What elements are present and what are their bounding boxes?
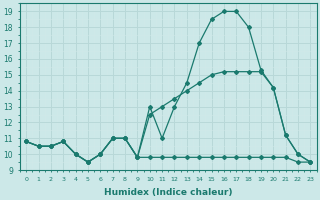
X-axis label: Humidex (Indice chaleur): Humidex (Indice chaleur) [104, 188, 233, 197]
